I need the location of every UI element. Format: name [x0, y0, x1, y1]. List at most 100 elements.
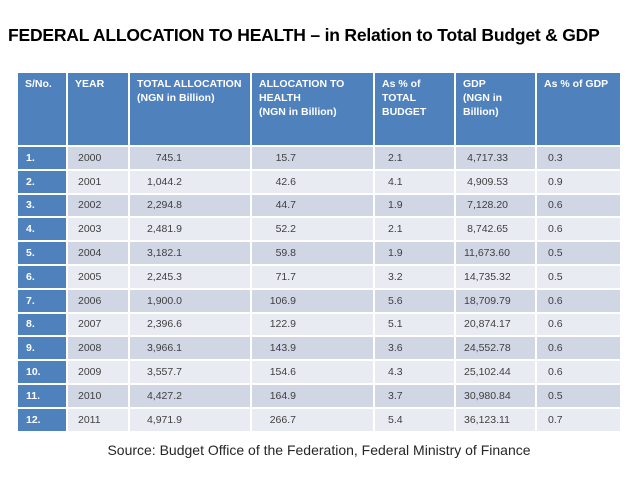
cell-pct-of-gdp: 0.7 — [535, 406, 622, 433]
cell-health-allocation: 143.9 — [250, 335, 375, 362]
table-row: 1. 2000 745.1 15.7 2.1 4,717.33 0.3 — [16, 145, 622, 171]
cell-year: 2003 — [66, 216, 130, 243]
cell-total-allocation: 2,396.6 — [128, 311, 252, 338]
cell-sno: 5. — [16, 240, 68, 266]
cell-sno: 7. — [16, 287, 68, 314]
cell-total-allocation: 4,427.2 — [128, 382, 252, 409]
cell-year: 2011 — [66, 406, 130, 433]
cell-total-allocation: 3,182.1 — [128, 240, 252, 266]
cell-total-allocation: 3,557.7 — [128, 359, 252, 385]
table-row: 10. 2009 3,557.7 154.6 4.3 25,102.44 0.6 — [16, 359, 622, 385]
cell-pct-of-budget: 5.4 — [373, 406, 456, 433]
cell-year: 2002 — [66, 192, 130, 219]
cell-pct-of-budget: 5.6 — [373, 287, 456, 314]
cell-pct-of-gdp: 0.6 — [535, 359, 622, 385]
cell-gdp: 14,735.32 — [454, 263, 537, 290]
cell-pct-of-gdp: 0.5 — [535, 240, 622, 266]
cell-total-allocation: 2,245.3 — [128, 263, 252, 290]
cell-sno: 3. — [16, 192, 68, 219]
cell-total-allocation: 1,044.2 — [128, 168, 252, 195]
table-body: 1. 2000 745.1 15.7 2.1 4,717.33 0.3 2. 2… — [16, 145, 622, 433]
cell-gdp: 18,709.79 — [454, 287, 537, 314]
cell-health-allocation: 44.7 — [250, 192, 375, 219]
cell-total-allocation: 745.1 — [128, 145, 252, 171]
cell-gdp: 30,980.84 — [454, 382, 537, 409]
header-row: S/No. YEAR TOTAL ALLOCATION (NGN in Bill… — [16, 71, 622, 147]
cell-gdp: 20,874.17 — [454, 311, 537, 338]
cell-pct-of-budget: 2.1 — [373, 216, 456, 243]
cell-gdp: 4,717.33 — [454, 145, 537, 171]
cell-pct-of-gdp: 0.9 — [535, 168, 622, 195]
table-row: 6. 2005 2,245.3 71.7 3.2 14,735.32 0.5 — [16, 263, 622, 290]
cell-health-allocation: 71.7 — [250, 263, 375, 290]
cell-pct-of-budget: 4.3 — [373, 359, 456, 385]
cell-pct-of-budget: 4.1 — [373, 168, 456, 195]
cell-gdp: 4,909.53 — [454, 168, 537, 195]
cell-sno: 4. — [16, 216, 68, 243]
cell-year: 2007 — [66, 311, 130, 338]
cell-health-allocation: 42.6 — [250, 168, 375, 195]
cell-pct-of-budget: 2.1 — [373, 145, 456, 171]
cell-health-allocation: 59.8 — [250, 240, 375, 266]
table-row: 5. 2004 3,182.1 59.8 1.9 11,673.60 0.5 — [16, 240, 622, 266]
cell-year: 2008 — [66, 335, 130, 362]
cell-pct-of-budget: 1.9 — [373, 192, 456, 219]
cell-sno: 2. — [16, 168, 68, 195]
cell-pct-of-budget: 5.1 — [373, 311, 456, 338]
cell-gdp: 7,128.20 — [454, 192, 537, 219]
cell-pct-of-gdp: 0.6 — [535, 287, 622, 314]
cell-year: 2000 — [66, 145, 130, 171]
cell-year: 2010 — [66, 382, 130, 409]
cell-total-allocation: 1,900.0 — [128, 287, 252, 314]
cell-health-allocation: 106.9 — [250, 287, 375, 314]
cell-sno: 11. — [16, 382, 68, 409]
cell-pct-of-gdp: 0.3 — [535, 145, 622, 171]
cell-total-allocation: 3,966.1 — [128, 335, 252, 362]
cell-total-allocation: 4,971.9 — [128, 406, 252, 433]
cell-pct-of-gdp: 0.6 — [535, 311, 622, 338]
cell-health-allocation: 164.9 — [250, 382, 375, 409]
table-row: 12. 2011 4,971.9 266.7 5.4 36,123.11 0.7 — [16, 406, 622, 433]
cell-pct-of-gdp: 0.5 — [535, 263, 622, 290]
cell-health-allocation: 122.9 — [250, 311, 375, 338]
allocation-table: S/No. YEAR TOTAL ALLOCATION (NGN in Bill… — [16, 71, 622, 433]
cell-gdp: 11,673.60 — [454, 240, 537, 266]
cell-gdp: 36,123.11 — [454, 406, 537, 433]
column-header-sno: S/No. — [16, 71, 68, 147]
cell-pct-of-gdp: 0.6 — [535, 216, 622, 243]
column-header-gdp: GDP (NGN in Billion) — [454, 71, 537, 147]
column-header-pct-of-budget: As % of TOTAL BUDGET — [373, 71, 456, 147]
source-note: Source: Budget Office of the Federation,… — [107, 442, 531, 458]
table-row: 8. 2007 2,396.6 122.9 5.1 20,874.17 0.6 — [16, 311, 622, 338]
cell-gdp: 8,742.65 — [454, 216, 537, 243]
cell-sno: 12. — [16, 406, 68, 433]
table-row: 11. 2010 4,427.2 164.9 3.7 30,980.84 0.5 — [16, 382, 622, 409]
cell-sno: 1. — [16, 145, 68, 171]
column-header-year: YEAR — [66, 71, 130, 147]
cell-pct-of-budget: 3.2 — [373, 263, 456, 290]
cell-health-allocation: 154.6 — [250, 359, 375, 385]
cell-sno: 6. — [16, 263, 68, 290]
cell-pct-of-budget: 3.7 — [373, 382, 456, 409]
cell-total-allocation: 2,294.8 — [128, 192, 252, 219]
table-row: 2. 2001 1,044.2 42.6 4.1 4,909.53 0.9 — [16, 168, 622, 195]
cell-year: 2009 — [66, 359, 130, 385]
table-row: 7. 2006 1,900.0 106.9 5.6 18,709.79 0.6 — [16, 287, 622, 314]
table-row: 4. 2003 2,481.9 52.2 2.1 8,742.65 0.6 — [16, 216, 622, 243]
cell-gdp: 24,552.78 — [454, 335, 537, 362]
cell-pct-of-gdp: 0.6 — [535, 192, 622, 219]
cell-health-allocation: 52.2 — [250, 216, 375, 243]
cell-sno: 9. — [16, 335, 68, 362]
cell-pct-of-gdp: 0.5 — [535, 382, 622, 409]
slide-title: FEDERAL ALLOCATION TO HEALTH – in Relati… — [8, 25, 600, 45]
column-header-health-allocation: ALLOCATION TO HEALTH (NGN in Billion) — [250, 71, 375, 147]
column-header-pct-of-gdp: As % of GDP — [535, 71, 622, 147]
cell-total-allocation: 2,481.9 — [128, 216, 252, 243]
cell-pct-of-budget: 1.9 — [373, 240, 456, 266]
cell-year: 2006 — [66, 287, 130, 314]
cell-year: 2005 — [66, 263, 130, 290]
table-header: S/No. YEAR TOTAL ALLOCATION (NGN in Bill… — [16, 71, 622, 147]
cell-sno: 10. — [16, 359, 68, 385]
cell-health-allocation: 15.7 — [250, 145, 375, 171]
